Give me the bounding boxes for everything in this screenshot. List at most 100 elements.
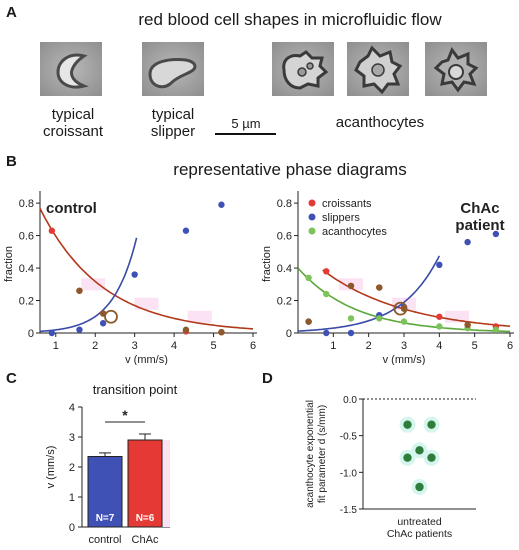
acanthocyte-cell-image-1 bbox=[272, 42, 334, 96]
y-axis-label: fit parameter d (s/mm) bbox=[317, 405, 328, 503]
control-phase-diagram: 0 0.2 0.4 0.6 0.8 1 2 3 4 5 6 v (mm/s) fraction contr… bbox=[3, 191, 257, 365]
y-tick-label: 0 bbox=[286, 328, 292, 340]
y-tick-label: 2 bbox=[69, 462, 75, 474]
y-tick-label: 0.8 bbox=[19, 198, 34, 210]
slipper-cell-image bbox=[142, 42, 204, 96]
x-tick-label: 2 bbox=[366, 340, 372, 352]
legend-swatch bbox=[308, 213, 316, 221]
data-point-acanthocytes bbox=[400, 318, 408, 325]
x-tick-label: 1 bbox=[53, 340, 59, 352]
fit-parameter-point bbox=[427, 420, 436, 429]
x-tick-label: 4 bbox=[171, 340, 177, 352]
y-axis-label: acanthocyte exponential bbox=[305, 400, 316, 508]
panel-c-letter: C bbox=[6, 370, 17, 387]
fit-curve-slippers bbox=[39, 237, 138, 333]
data-point-acanthocytes bbox=[347, 315, 355, 322]
category-label: control bbox=[88, 534, 121, 545]
data-point-acanthocytes bbox=[436, 323, 443, 330]
data-point-slippers bbox=[131, 271, 138, 278]
y-tick-label: 0.8 bbox=[277, 198, 292, 210]
y-tick-label: -0.5 bbox=[340, 432, 358, 443]
slipper-label: typical slipper bbox=[150, 106, 196, 140]
data-point-croissants bbox=[323, 268, 330, 275]
panel-a-letter: A bbox=[6, 4, 17, 21]
fit-curve-croissants bbox=[322, 269, 511, 327]
data-point-croissants bbox=[48, 227, 56, 234]
data-point-overlap bbox=[347, 282, 355, 290]
data-point-slippers bbox=[76, 326, 83, 333]
fit-curve-croissants bbox=[39, 208, 254, 330]
legend-swatch bbox=[308, 227, 316, 235]
background-shading bbox=[339, 278, 469, 323]
x-tick-label: 5 bbox=[472, 340, 478, 352]
data-point-acanthocytes bbox=[323, 290, 330, 298]
legend-entry: slippers bbox=[322, 212, 360, 224]
data-point-slippers bbox=[182, 227, 190, 234]
y-tick-label: 0.4 bbox=[277, 263, 292, 275]
data-point-croissants-slippers-overlap bbox=[218, 328, 225, 336]
fit-curve-slippers bbox=[297, 255, 441, 332]
legend: croissants slippers acanthocytes bbox=[308, 198, 387, 238]
data-point-croissants-slippers-overlap bbox=[182, 326, 190, 333]
x-tick-label: 6 bbox=[507, 340, 513, 352]
legend-entry: acanthocytes bbox=[322, 226, 387, 238]
n-label: N=7 bbox=[96, 513, 115, 524]
data-point-slippers bbox=[218, 201, 225, 208]
fit-parameter-point bbox=[427, 453, 436, 462]
y-tick-label: 0.0 bbox=[343, 395, 357, 406]
data-point-slippers bbox=[323, 329, 330, 337]
x-tick-label: 6 bbox=[250, 340, 256, 352]
scale-bar-label: 5 µm bbox=[231, 116, 261, 131]
data-point-slippers bbox=[99, 320, 107, 327]
panel-b-title: representative phase diagrams bbox=[173, 160, 407, 179]
x-tick-label: 3 bbox=[132, 340, 138, 352]
n-label: N=6 bbox=[136, 513, 155, 524]
phase-panel-label: patient bbox=[455, 217, 504, 234]
category-label: ChAc bbox=[132, 534, 159, 545]
data-point-acanthocytes bbox=[376, 315, 383, 322]
acanthocytes-label: acanthocytes bbox=[335, 114, 425, 131]
shade-block bbox=[187, 310, 212, 323]
y-axis-label: v (mm/s) bbox=[45, 446, 57, 489]
panel-a-title: red blood cell shapes in microfluidic fl… bbox=[138, 10, 442, 29]
background-shading bbox=[81, 278, 212, 323]
x-tick-label: 3 bbox=[401, 340, 407, 352]
chac-phase-diagram: 0 0.2 0.4 0.6 0.8 1 2 3 4 5 6 v (mm/s) fraction ChAcp… bbox=[261, 191, 514, 365]
data-point-slippers bbox=[48, 329, 56, 337]
x-tick-label: 5 bbox=[210, 340, 216, 352]
y-tick-label: -1.0 bbox=[340, 468, 358, 479]
phase-panel-label: ChAc bbox=[460, 200, 499, 217]
transition-point-marker bbox=[104, 309, 118, 324]
y-axis-label: fraction bbox=[261, 246, 273, 282]
croissant-label: typical croissant bbox=[42, 106, 104, 140]
y-axis-label: fraction bbox=[3, 246, 15, 282]
y-tick-label: 0 bbox=[28, 328, 34, 340]
data-point-croissants bbox=[436, 313, 443, 320]
phase-panel-label: control bbox=[46, 200, 97, 217]
x-tick-label: 4 bbox=[436, 340, 442, 352]
y-tick-label: 4 bbox=[69, 402, 75, 414]
acanthocyte-cell-image-3 bbox=[425, 42, 487, 96]
x-axis-label: v (mm/s) bbox=[125, 354, 168, 365]
shade-block bbox=[81, 278, 106, 291]
fit-parameter-point bbox=[403, 420, 412, 429]
fit-parameter-point bbox=[415, 482, 424, 492]
data-point-acanthocytes bbox=[305, 274, 312, 281]
data-point-croissants-slippers-overlap bbox=[76, 287, 83, 294]
fit-parameter-point bbox=[415, 446, 424, 455]
x-tick-label: 1 bbox=[330, 340, 336, 352]
panel-b-letter: B bbox=[6, 153, 17, 170]
data-point-slippers bbox=[347, 329, 355, 337]
legend-entry: croissants bbox=[322, 198, 372, 210]
data-point-slippers bbox=[436, 261, 443, 269]
data-point-overlap bbox=[376, 284, 383, 291]
croissant-cell-image bbox=[40, 42, 102, 96]
data-point-overlap bbox=[464, 321, 471, 329]
y-tick-label: 1 bbox=[69, 492, 75, 504]
data-point-overlap bbox=[305, 318, 312, 325]
panel-d-letter: D bbox=[262, 370, 273, 387]
cell-images bbox=[40, 42, 487, 135]
data-point-slippers bbox=[464, 238, 471, 246]
y-tick-label: 0.2 bbox=[277, 296, 292, 308]
data-point-acanthocytes bbox=[492, 326, 500, 333]
